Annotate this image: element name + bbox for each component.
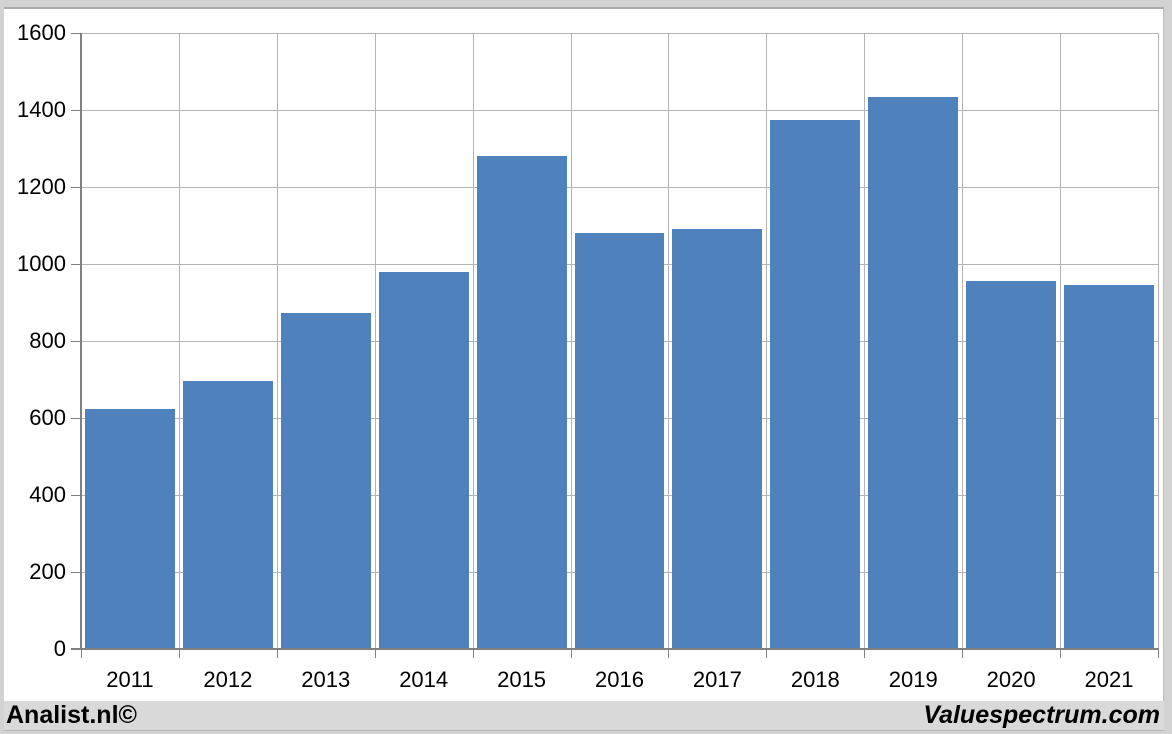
bar-2014: [378, 271, 469, 649]
gridline-v-8: [864, 33, 866, 649]
gridline-h-1600: [81, 33, 1158, 34]
bar-2020: [966, 280, 1057, 649]
x-axis-line: [71, 648, 1159, 650]
bar-2012: [182, 381, 273, 649]
bar-2013: [280, 312, 371, 649]
gridline-v-7: [766, 33, 768, 649]
analist-brand: Analist.nl©: [6, 701, 137, 729]
gridline-v-1: [178, 33, 180, 649]
plot-area: [71, 33, 1159, 650]
y-axis-line: [80, 33, 82, 650]
gridline-h-1200: [81, 187, 1158, 188]
gridline-h-1400: [81, 110, 1158, 111]
valuespectrum-brand: Valuespectrum.com: [923, 701, 1160, 729]
gridline-v-6: [668, 33, 670, 649]
bar-2015: [476, 155, 567, 649]
gridline-v-5: [570, 33, 572, 649]
gridline-v-11: [1158, 33, 1159, 649]
bar-2016: [574, 233, 665, 649]
gridline-v-4: [472, 33, 474, 649]
gridline-v-2: [276, 33, 278, 649]
bar-2018: [770, 120, 861, 649]
gridline-v-9: [962, 33, 964, 649]
footer-bar: Analist.nl© Valuespectrum.com: [4, 701, 1164, 731]
bar-2011: [85, 409, 175, 649]
bar-2017: [672, 228, 763, 649]
gridline-v-3: [374, 33, 376, 649]
gridline-v-10: [1060, 33, 1062, 649]
bar-2021: [1064, 285, 1154, 649]
bar-2019: [868, 96, 959, 649]
